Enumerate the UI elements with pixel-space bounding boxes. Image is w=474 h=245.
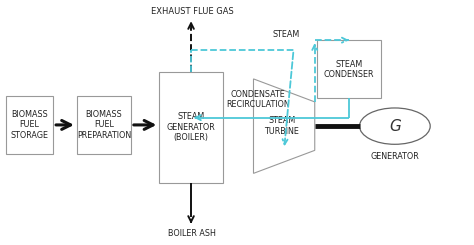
- Text: GENERATOR: GENERATOR: [371, 152, 419, 161]
- FancyBboxPatch shape: [159, 72, 223, 183]
- Text: STEAM
GENERATOR
(BOILER): STEAM GENERATOR (BOILER): [167, 112, 215, 142]
- Text: EXHAUST FLUE GAS: EXHAUST FLUE GAS: [151, 7, 234, 16]
- FancyBboxPatch shape: [6, 96, 53, 154]
- Text: G: G: [389, 119, 401, 134]
- Text: BOILER ASH: BOILER ASH: [168, 229, 216, 238]
- Text: STEAM: STEAM: [273, 30, 300, 39]
- FancyBboxPatch shape: [77, 96, 131, 154]
- FancyBboxPatch shape: [317, 40, 381, 98]
- Text: STEAM
TURBINE: STEAM TURBINE: [264, 116, 299, 136]
- Text: STEAM
CONDENSER: STEAM CONDENSER: [324, 60, 374, 79]
- Circle shape: [359, 108, 430, 144]
- Text: BIOMASS
FUEL
PREPARATION: BIOMASS FUEL PREPARATION: [77, 110, 131, 140]
- Text: BIOMASS
FUEL
STORAGE: BIOMASS FUEL STORAGE: [10, 110, 49, 140]
- Text: CONDENSATE
RECIRCULATION: CONDENSATE RECIRCULATION: [226, 90, 290, 109]
- Polygon shape: [254, 79, 315, 173]
